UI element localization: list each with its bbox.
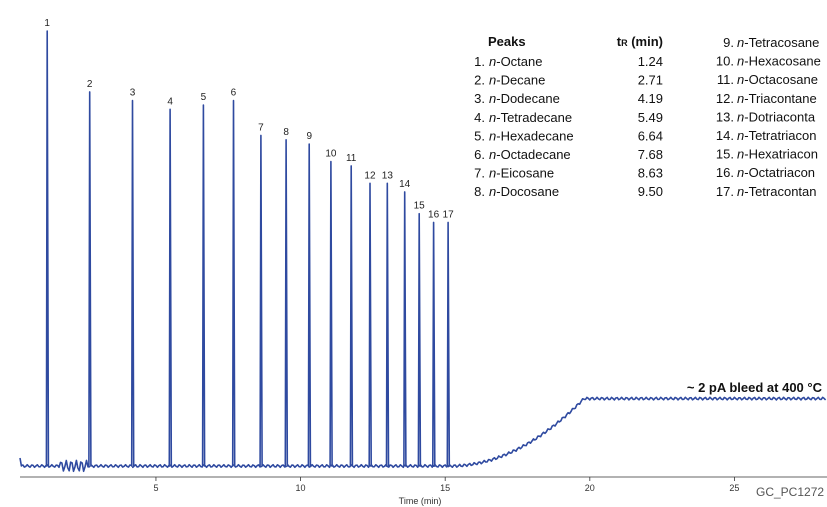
x-axis: 5 10 15 20 25 bbox=[20, 476, 827, 493]
peak-number-label: 12 bbox=[364, 170, 376, 181]
peak-number-label: 9 bbox=[306, 131, 312, 142]
x-tick-label: 15 bbox=[440, 483, 450, 493]
table-row-tr: 7.68 bbox=[638, 147, 663, 162]
table-row-index: 7. bbox=[474, 166, 485, 181]
peak-number-label: 7 bbox=[258, 122, 264, 133]
peak-number-label: 17 bbox=[443, 209, 455, 220]
table-row-index: 8. bbox=[474, 184, 485, 199]
table-row-tr: 2.71 bbox=[638, 73, 663, 88]
table-row-name: n-Decane bbox=[489, 73, 545, 88]
figure-code: GC_PC1272 bbox=[756, 485, 824, 499]
table-row-name: n-Tetratriacon bbox=[737, 128, 816, 143]
peak-number-label: 14 bbox=[399, 179, 411, 190]
table-row-name: n-Hexacosane bbox=[737, 54, 821, 69]
table-row-tr: 4.19 bbox=[638, 91, 663, 106]
table-row-index: 1. bbox=[474, 54, 485, 69]
table-row-index: 13. bbox=[716, 109, 734, 124]
table-row-index: 16. bbox=[716, 165, 734, 180]
bleed-annotation: ~ 2 pA bleed at 400 °C bbox=[687, 380, 823, 395]
table-row-index: 15. bbox=[716, 147, 734, 162]
peak-number-label: 5 bbox=[201, 92, 207, 103]
table-row-tr: 8.63 bbox=[638, 166, 663, 181]
table-row-index: 10. bbox=[716, 54, 734, 69]
x-tick-label: 25 bbox=[729, 483, 739, 493]
x-tick-label: 5 bbox=[153, 483, 158, 493]
x-axis-title: Time (min) bbox=[399, 496, 442, 506]
chromatogram-trace bbox=[19, 30, 827, 473]
table-header-peaks: Peaks bbox=[488, 34, 526, 49]
x-tick-label: 10 bbox=[296, 483, 306, 493]
table-row-name: n-Docosane bbox=[489, 184, 559, 199]
table-row-name: n-Tetradecane bbox=[489, 110, 572, 125]
table-row-name: n-Octacosane bbox=[737, 72, 818, 87]
table-row-index: 4. bbox=[474, 110, 485, 125]
table-row-tr: 1.24 bbox=[638, 54, 663, 69]
table-row-index: 17. bbox=[716, 184, 734, 199]
peak-number-label: 13 bbox=[382, 170, 394, 181]
table-row-index: 9. bbox=[723, 35, 734, 50]
table-row-name: n-Octadecane bbox=[489, 147, 571, 162]
table-row-name: n-Octatriacon bbox=[737, 165, 815, 180]
table-row-name: n-Tetracontan bbox=[737, 184, 817, 199]
peak-number-label: 11 bbox=[346, 153, 357, 164]
table-header-tr: tR (min) bbox=[617, 34, 663, 49]
table-row-name: n-Octane bbox=[489, 54, 542, 69]
table-row-name: n-Triacontane bbox=[737, 91, 817, 106]
table-row-name: n-Dodecane bbox=[489, 91, 560, 106]
table-row-tr: 5.49 bbox=[638, 110, 663, 125]
table-row-name: n-Hexatriacon bbox=[737, 147, 818, 162]
peak-number-label: 10 bbox=[325, 149, 337, 160]
peak-number-label: 6 bbox=[231, 88, 237, 99]
peak-table: Peaks tR (min) 1. n-Octane 1.24 2. n-Decane 2.7… bbox=[474, 34, 821, 199]
table-row-tr: 6.64 bbox=[638, 128, 663, 143]
x-tick-label: 20 bbox=[585, 483, 595, 493]
peak-number-label: 8 bbox=[283, 127, 289, 138]
peak-number-label: 15 bbox=[414, 201, 426, 212]
peak-number-label: 3 bbox=[130, 88, 136, 99]
peak-number-label: 1 bbox=[44, 18, 50, 29]
table-row-name: n-Dotriaconta bbox=[737, 109, 816, 124]
table-row-index: 5. bbox=[474, 128, 485, 143]
table-row-index: 14. bbox=[716, 128, 734, 143]
table-row-index: 11. bbox=[717, 72, 734, 87]
trace-layer bbox=[19, 30, 827, 473]
peak-number-label: 4 bbox=[167, 96, 173, 107]
peak-number-label: 16 bbox=[428, 209, 440, 220]
table-row-index: 12. bbox=[716, 91, 734, 106]
table-row-name: n-Hexadecane bbox=[489, 128, 574, 143]
table-row-tr: 9.50 bbox=[638, 184, 663, 199]
table-row-index: 3. bbox=[474, 91, 485, 106]
table-row-name: n-Eicosane bbox=[489, 166, 554, 181]
table-row-index: 2. bbox=[474, 73, 485, 88]
peak-number-label: 2 bbox=[87, 79, 93, 90]
table-row-index: 6. bbox=[474, 147, 485, 162]
table-row-name: n-Tetracosane bbox=[737, 35, 819, 50]
